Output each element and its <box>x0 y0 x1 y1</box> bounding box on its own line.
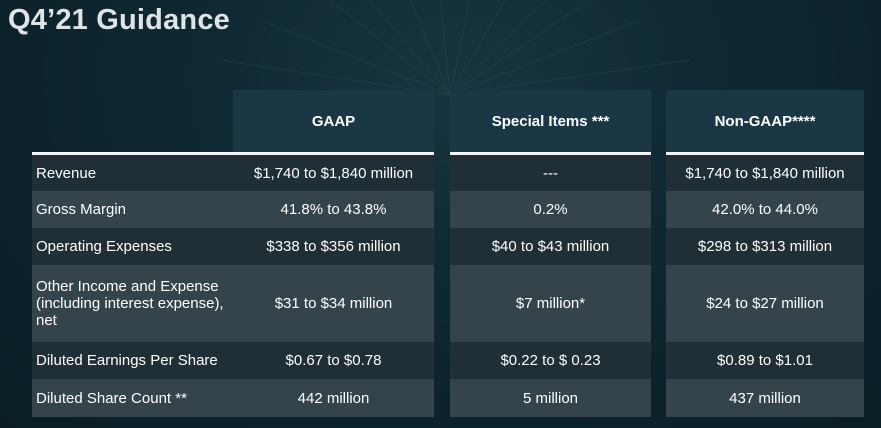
gaap-value: 442 million <box>297 389 370 407</box>
table-row-gross-margin: Gross Margin 41.8% to 43.8% 0.2% 42.0% t… <box>32 191 864 228</box>
special-items-value: $40 to $43 million <box>491 238 610 255</box>
table-row-operating-expenses: Operating Expenses $338 to $356 million … <box>32 228 864 265</box>
header-rule-left <box>32 152 434 155</box>
gaap-value: $0.67 to $0.78 <box>285 352 382 369</box>
non-gaap-value: $24 to $27 million <box>706 295 824 312</box>
gaap-value: 41.8% to 43.8% <box>280 201 387 218</box>
row-label: Gross Margin <box>36 201 127 218</box>
header-rule-right <box>666 152 864 155</box>
non-gaap-value: 437 million <box>729 389 801 407</box>
gaap-value: $1,740 to $1,840 million <box>253 164 414 182</box>
special-items-value: $7 million* <box>515 295 586 312</box>
header-rule-mid <box>450 152 651 155</box>
non-gaap-value: 42.0% to 44.0% <box>712 201 818 218</box>
header-special-items: Special Items *** <box>450 90 651 152</box>
table-row-diluted-share-count: Diluted Share Count ** 442 million 5 mil… <box>32 379 864 417</box>
special-items-value: 5 million <box>522 389 579 407</box>
row-label: Other Income and Expense (including inte… <box>36 278 224 329</box>
gaap-value: $338 to $356 million <box>266 238 401 255</box>
row-label: Diluted Share Count ** <box>36 389 187 407</box>
non-gaap-value: $298 to $313 million <box>697 238 833 255</box>
special-items-value: --- <box>543 164 558 182</box>
non-gaap-value: $0.89 to $1.01 <box>717 352 813 369</box>
page-title: Q4’21 Guidance <box>8 4 230 36</box>
row-label: Revenue <box>36 164 97 182</box>
row-label: Diluted Earnings Per Share <box>36 352 218 369</box>
header-non-gaap: Non-GAAP**** <box>666 90 864 152</box>
header-gaap: GAAP <box>233 90 434 152</box>
special-items-value: $0.22 to $ 0.23 <box>500 352 601 369</box>
table-row-revenue: Revenue $1,740 to $1,840 million --- $1,… <box>32 155 864 191</box>
table-row-diluted-eps: Diluted Earnings Per Share $0.67 to $0.7… <box>32 342 864 379</box>
row-label: Operating Expenses <box>36 238 172 255</box>
table-row-other-income-expense: Other Income and Expense (including inte… <box>32 265 864 342</box>
special-items-value: 0.2% <box>533 201 568 218</box>
non-gaap-value: $1,740 to $1,840 million <box>685 164 845 182</box>
gaap-value: $31 to $34 million <box>274 295 393 312</box>
